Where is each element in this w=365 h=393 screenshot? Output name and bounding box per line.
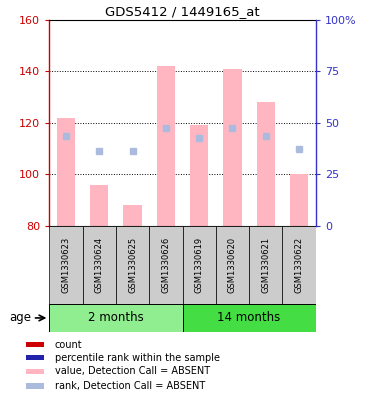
Text: GSM1330621: GSM1330621 xyxy=(261,237,270,293)
Bar xyxy=(290,174,308,226)
Bar xyxy=(157,66,175,226)
Bar xyxy=(49,304,182,332)
Bar xyxy=(190,125,208,226)
Text: GSM1330625: GSM1330625 xyxy=(128,237,137,293)
Text: GSM1330626: GSM1330626 xyxy=(161,237,170,294)
Text: rank, Detection Call = ABSENT: rank, Detection Call = ABSENT xyxy=(55,381,205,391)
Bar xyxy=(57,118,75,226)
Text: 14 months: 14 months xyxy=(218,311,281,325)
Text: percentile rank within the sample: percentile rank within the sample xyxy=(55,353,220,363)
Bar xyxy=(90,185,108,226)
Text: age: age xyxy=(9,311,31,325)
Bar xyxy=(26,342,44,347)
Bar xyxy=(223,69,242,226)
Text: value, Detection Call = ABSENT: value, Detection Call = ABSENT xyxy=(55,366,210,376)
Bar xyxy=(182,226,216,305)
Bar xyxy=(26,383,44,389)
Text: GSM1330619: GSM1330619 xyxy=(195,237,204,293)
Text: GSM1330622: GSM1330622 xyxy=(295,237,304,293)
Text: 2 months: 2 months xyxy=(88,311,144,325)
Bar xyxy=(26,355,44,360)
Text: GSM1330620: GSM1330620 xyxy=(228,237,237,293)
Text: GSM1330623: GSM1330623 xyxy=(61,237,70,294)
Bar xyxy=(116,226,149,305)
Bar xyxy=(216,226,249,305)
Bar xyxy=(26,369,44,374)
Title: GDS5412 / 1449165_at: GDS5412 / 1449165_at xyxy=(105,6,260,18)
Bar xyxy=(123,205,142,226)
Text: count: count xyxy=(55,340,82,350)
Bar xyxy=(257,102,275,226)
Bar xyxy=(182,304,316,332)
Bar xyxy=(283,226,316,305)
Bar xyxy=(82,226,116,305)
Bar xyxy=(149,226,182,305)
Text: GSM1330624: GSM1330624 xyxy=(95,237,104,293)
Bar xyxy=(249,226,283,305)
Bar xyxy=(49,226,82,305)
